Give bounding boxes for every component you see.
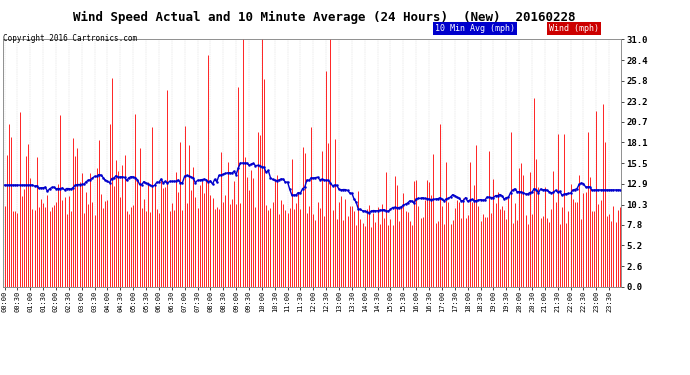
- Text: Copyright 2016 Cartronics.com: Copyright 2016 Cartronics.com: [3, 34, 137, 43]
- Text: Wind (mph): Wind (mph): [549, 24, 599, 33]
- Text: Wind Speed Actual and 10 Minute Average (24 Hours)  (New)  20160228: Wind Speed Actual and 10 Minute Average …: [73, 11, 575, 24]
- Text: 10 Min Avg (mph): 10 Min Avg (mph): [435, 24, 515, 33]
